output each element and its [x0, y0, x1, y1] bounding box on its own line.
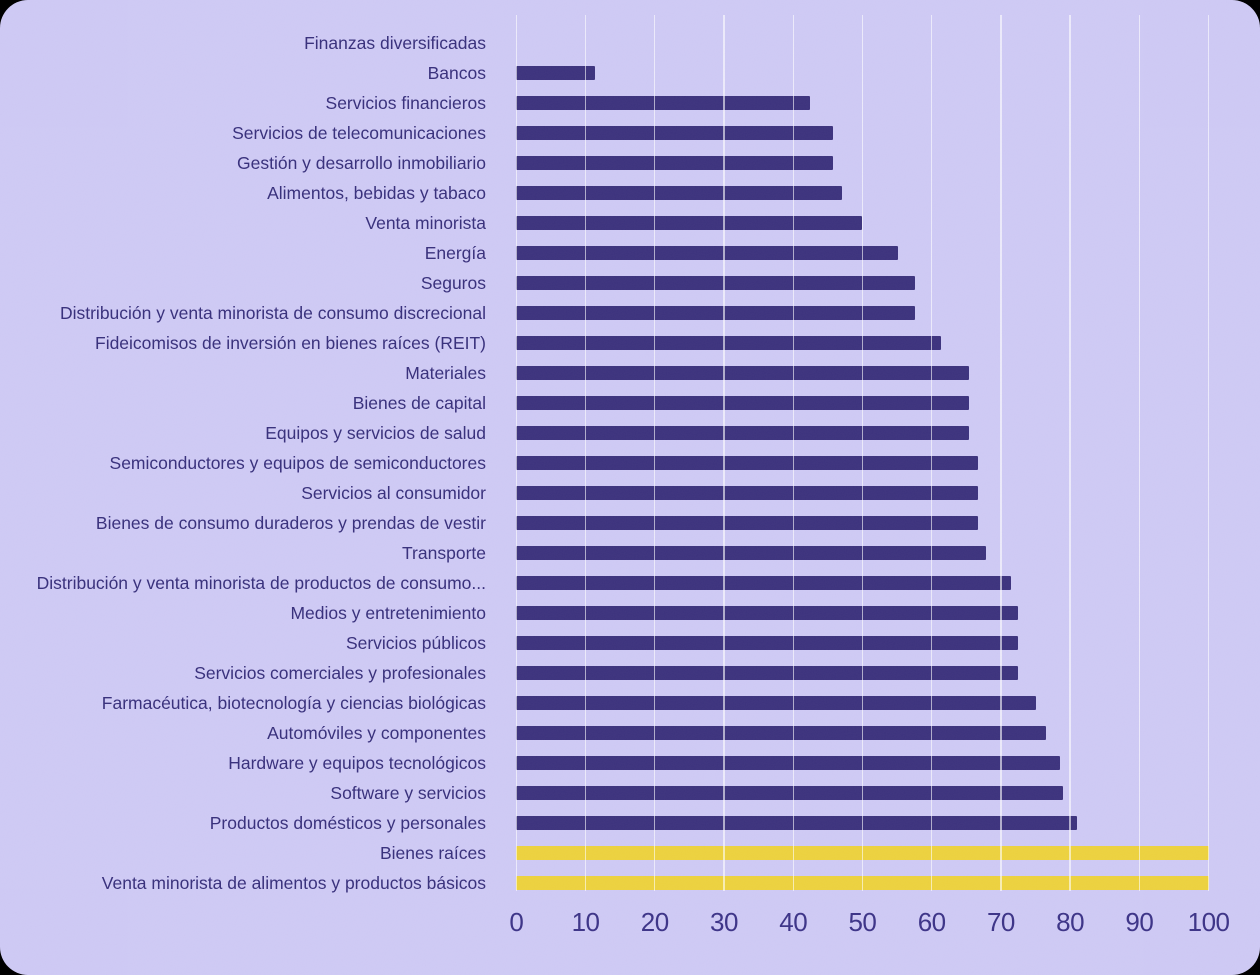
- category-label: Gestión y desarrollo inmobiliario: [237, 152, 486, 173]
- gridline: [861, 15, 864, 891]
- category-label: Servicios comerciales y profesionales: [194, 662, 486, 683]
- category-label: Bienes de consumo duraderos y prendas de…: [95, 512, 486, 533]
- category-label: Distribución y venta minorista de consum…: [59, 302, 486, 323]
- category-label: Servicios financieros: [325, 92, 486, 113]
- gridline: [930, 15, 933, 891]
- category-label: Software y servicios: [330, 782, 486, 803]
- bar: [516, 395, 970, 411]
- x-tick-label: 60: [917, 906, 946, 937]
- category-label: Distribución y venta minorista de produc…: [36, 572, 486, 593]
- x-tick-label: 70: [986, 906, 1015, 937]
- gridline: [1000, 15, 1002, 891]
- category-label: Finanzas diversificadas: [304, 32, 486, 53]
- category-label: Transporte: [402, 542, 486, 563]
- x-tick-label: 20: [640, 906, 669, 937]
- bar: [516, 665, 1018, 681]
- category-label: Fideicomisos de inversión en bienes raíc…: [95, 332, 486, 353]
- bar: [516, 725, 1046, 741]
- x-tick-label: 90: [1125, 906, 1154, 937]
- bar: [516, 155, 833, 171]
- bar: [516, 215, 863, 231]
- bar: [516, 275, 916, 291]
- gridline: [1207, 15, 1210, 891]
- category-label: Equipos y servicios de salud: [265, 422, 486, 443]
- bar: [516, 785, 1064, 801]
- bar: [516, 635, 1018, 651]
- bar: [516, 575, 1011, 591]
- category-label: Servicios públicos: [345, 632, 486, 653]
- gridline: [1069, 15, 1071, 891]
- x-tick-label: 0: [509, 906, 524, 937]
- category-label: Servicios de telecomunicaciones: [232, 122, 486, 143]
- category-label: Bienes raíces: [379, 842, 486, 863]
- category-label: Servicios al consumidor: [301, 482, 486, 503]
- category-label: Hardware y equipos tecnológicos: [228, 752, 486, 773]
- bar: [516, 305, 916, 321]
- bar: [516, 335, 942, 351]
- category-label: Medios y entretenimiento: [290, 602, 486, 623]
- bar: [516, 755, 1061, 771]
- x-tick-label: 40: [779, 906, 808, 937]
- x-tick-label: 80: [1056, 906, 1085, 937]
- x-tick-label: 100: [1187, 906, 1230, 937]
- x-tick-label: 50: [848, 906, 877, 937]
- bar: [516, 95, 810, 111]
- category-label: Bancos: [427, 62, 486, 83]
- category-label: Farmacéutica, biotecnología y ciencias b…: [101, 692, 486, 713]
- gridline: [515, 15, 517, 891]
- bar: [516, 185, 843, 201]
- category-label: Bienes de capital: [352, 392, 486, 413]
- bar: [516, 605, 1018, 621]
- category-label: Venta minorista: [365, 212, 486, 233]
- x-tick-label: 30: [710, 906, 738, 937]
- bar: [516, 365, 970, 381]
- category-label: Productos domésticos y personales: [209, 812, 486, 833]
- category-label: Automóviles y componentes: [267, 722, 486, 743]
- bar: [516, 695, 1036, 711]
- category-label: Semiconductores y equipos de semiconduct…: [109, 452, 486, 473]
- bar: [516, 545, 987, 561]
- x-tick-label: 10: [571, 906, 600, 937]
- bar: [516, 65, 595, 81]
- bar: [516, 425, 970, 441]
- gridline: [792, 15, 794, 891]
- category-label: Venta minorista de alimentos y productos…: [101, 872, 486, 893]
- bar: [516, 245, 899, 261]
- gridline: [584, 15, 587, 891]
- category-label: Alimentos, bebidas y tabaco: [267, 182, 486, 203]
- bar: [516, 815, 1078, 831]
- category-label: Seguros: [420, 272, 486, 293]
- gridline: [1138, 15, 1141, 891]
- category-label: Materiales: [405, 362, 486, 383]
- bar: [516, 125, 833, 141]
- category-label: Energía: [424, 242, 486, 263]
- gridline: [654, 15, 656, 891]
- gridline: [723, 15, 725, 891]
